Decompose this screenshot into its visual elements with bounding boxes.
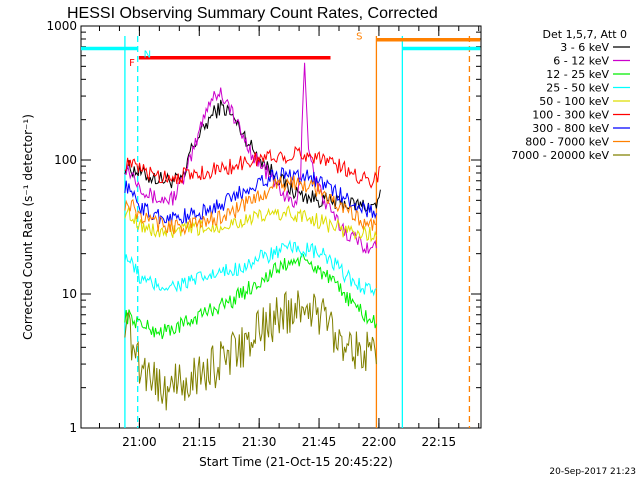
annotation-label: F [129, 58, 135, 69]
y-tick-label: 10 [62, 287, 77, 301]
x-tick-label: 21:45 [302, 435, 337, 449]
x-axis-label: Start Time (21-Oct-15 20:45:22) [199, 455, 393, 469]
series-line [124, 145, 381, 189]
series-line [124, 239, 377, 297]
legend-title: Det 1,5,7, Att 0 [543, 28, 627, 41]
timestamp: 20-Sep-2017 21:23 [549, 467, 636, 477]
series-line [124, 166, 377, 225]
y-tick-label: 1000 [46, 19, 77, 33]
x-tick-label: 22:00 [362, 435, 397, 449]
legend-entry-label: 800 - 7000 keV [525, 136, 609, 149]
series-line [124, 62, 377, 254]
x-tick-label: 22:15 [422, 435, 457, 449]
legend-entry-label: 12 - 25 keV [546, 68, 609, 81]
series-line [124, 253, 377, 340]
legend-entry-label: 7000 - 20000 keV [511, 149, 609, 162]
vertical-markers [124, 36, 471, 428]
legend-entry-label: 300 - 800 keV [532, 122, 609, 135]
annotation-label: S [356, 32, 362, 43]
x-axis: 21:00 21:15 21:30 21:45 22:00 22:15 [98, 26, 480, 449]
x-tick-label: 21:00 [122, 435, 157, 449]
x-tick-label: 21:30 [242, 435, 277, 449]
legend-entry-label: 100 - 300 keV [532, 109, 609, 122]
plot-frame [80, 25, 482, 429]
series-line [124, 290, 377, 411]
legend-entry-label: 3 - 6 keV [560, 41, 609, 54]
flag-bars [81, 37, 481, 60]
chart-title: HESSI Observing Summary Count Rates, Cor… [67, 5, 438, 22]
y-axis-label: Corrected Count Rate (s⁻¹ detector⁻¹) [21, 114, 35, 340]
annotations: NF S [129, 32, 362, 69]
legend-entry-label: 6 - 12 keV [553, 55, 609, 68]
legend-entry-label: 25 - 50 keV [546, 82, 609, 95]
series-line [124, 175, 377, 236]
series-line [124, 99, 381, 213]
y-tick-label: 100 [54, 153, 77, 167]
y-tick-label: 1 [69, 421, 77, 435]
series-layer [124, 62, 381, 411]
legend-entry-label: 50 - 100 keV [539, 95, 609, 108]
x-tick-label: 21:15 [182, 435, 217, 449]
y-axis: 1 10 100 1000 [46, 19, 481, 435]
annotation-label: N [144, 50, 151, 61]
